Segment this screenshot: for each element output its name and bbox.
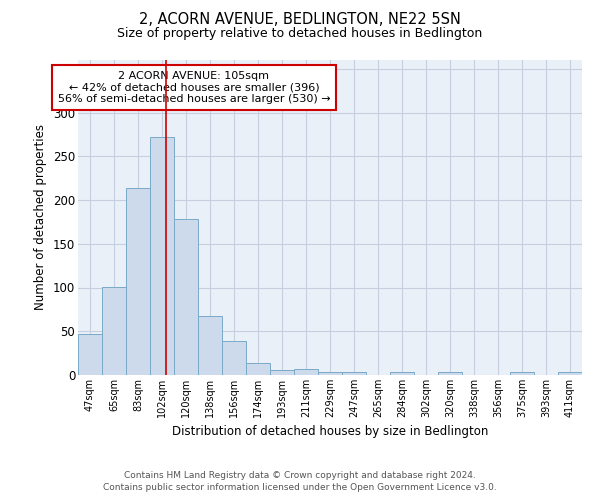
Bar [510, 372, 534, 375]
Bar [102, 286, 126, 375]
Text: 2 ACORN AVENUE: 105sqm
← 42% of detached houses are smaller (396)
56% of semi-de: 2 ACORN AVENUE: 105sqm ← 42% of detached… [58, 71, 330, 104]
Bar [126, 188, 150, 375]
X-axis label: Distribution of detached houses by size in Bedlington: Distribution of detached houses by size … [172, 426, 488, 438]
Bar [318, 372, 342, 375]
Bar [246, 363, 270, 375]
Text: Size of property relative to detached houses in Bedlington: Size of property relative to detached ho… [118, 28, 482, 40]
Bar [222, 341, 246, 375]
Text: 2, ACORN AVENUE, BEDLINGTON, NE22 5SN: 2, ACORN AVENUE, BEDLINGTON, NE22 5SN [139, 12, 461, 28]
Text: Contains HM Land Registry data © Crown copyright and database right 2024.
Contai: Contains HM Land Registry data © Crown c… [103, 471, 497, 492]
Bar [294, 369, 318, 375]
Bar [150, 137, 174, 375]
Y-axis label: Number of detached properties: Number of detached properties [34, 124, 47, 310]
Bar [198, 316, 222, 375]
Bar [558, 372, 582, 375]
Bar [78, 334, 102, 375]
Bar [174, 219, 198, 375]
Bar [342, 372, 366, 375]
Bar [438, 372, 462, 375]
Bar [270, 370, 294, 375]
Bar [390, 372, 414, 375]
